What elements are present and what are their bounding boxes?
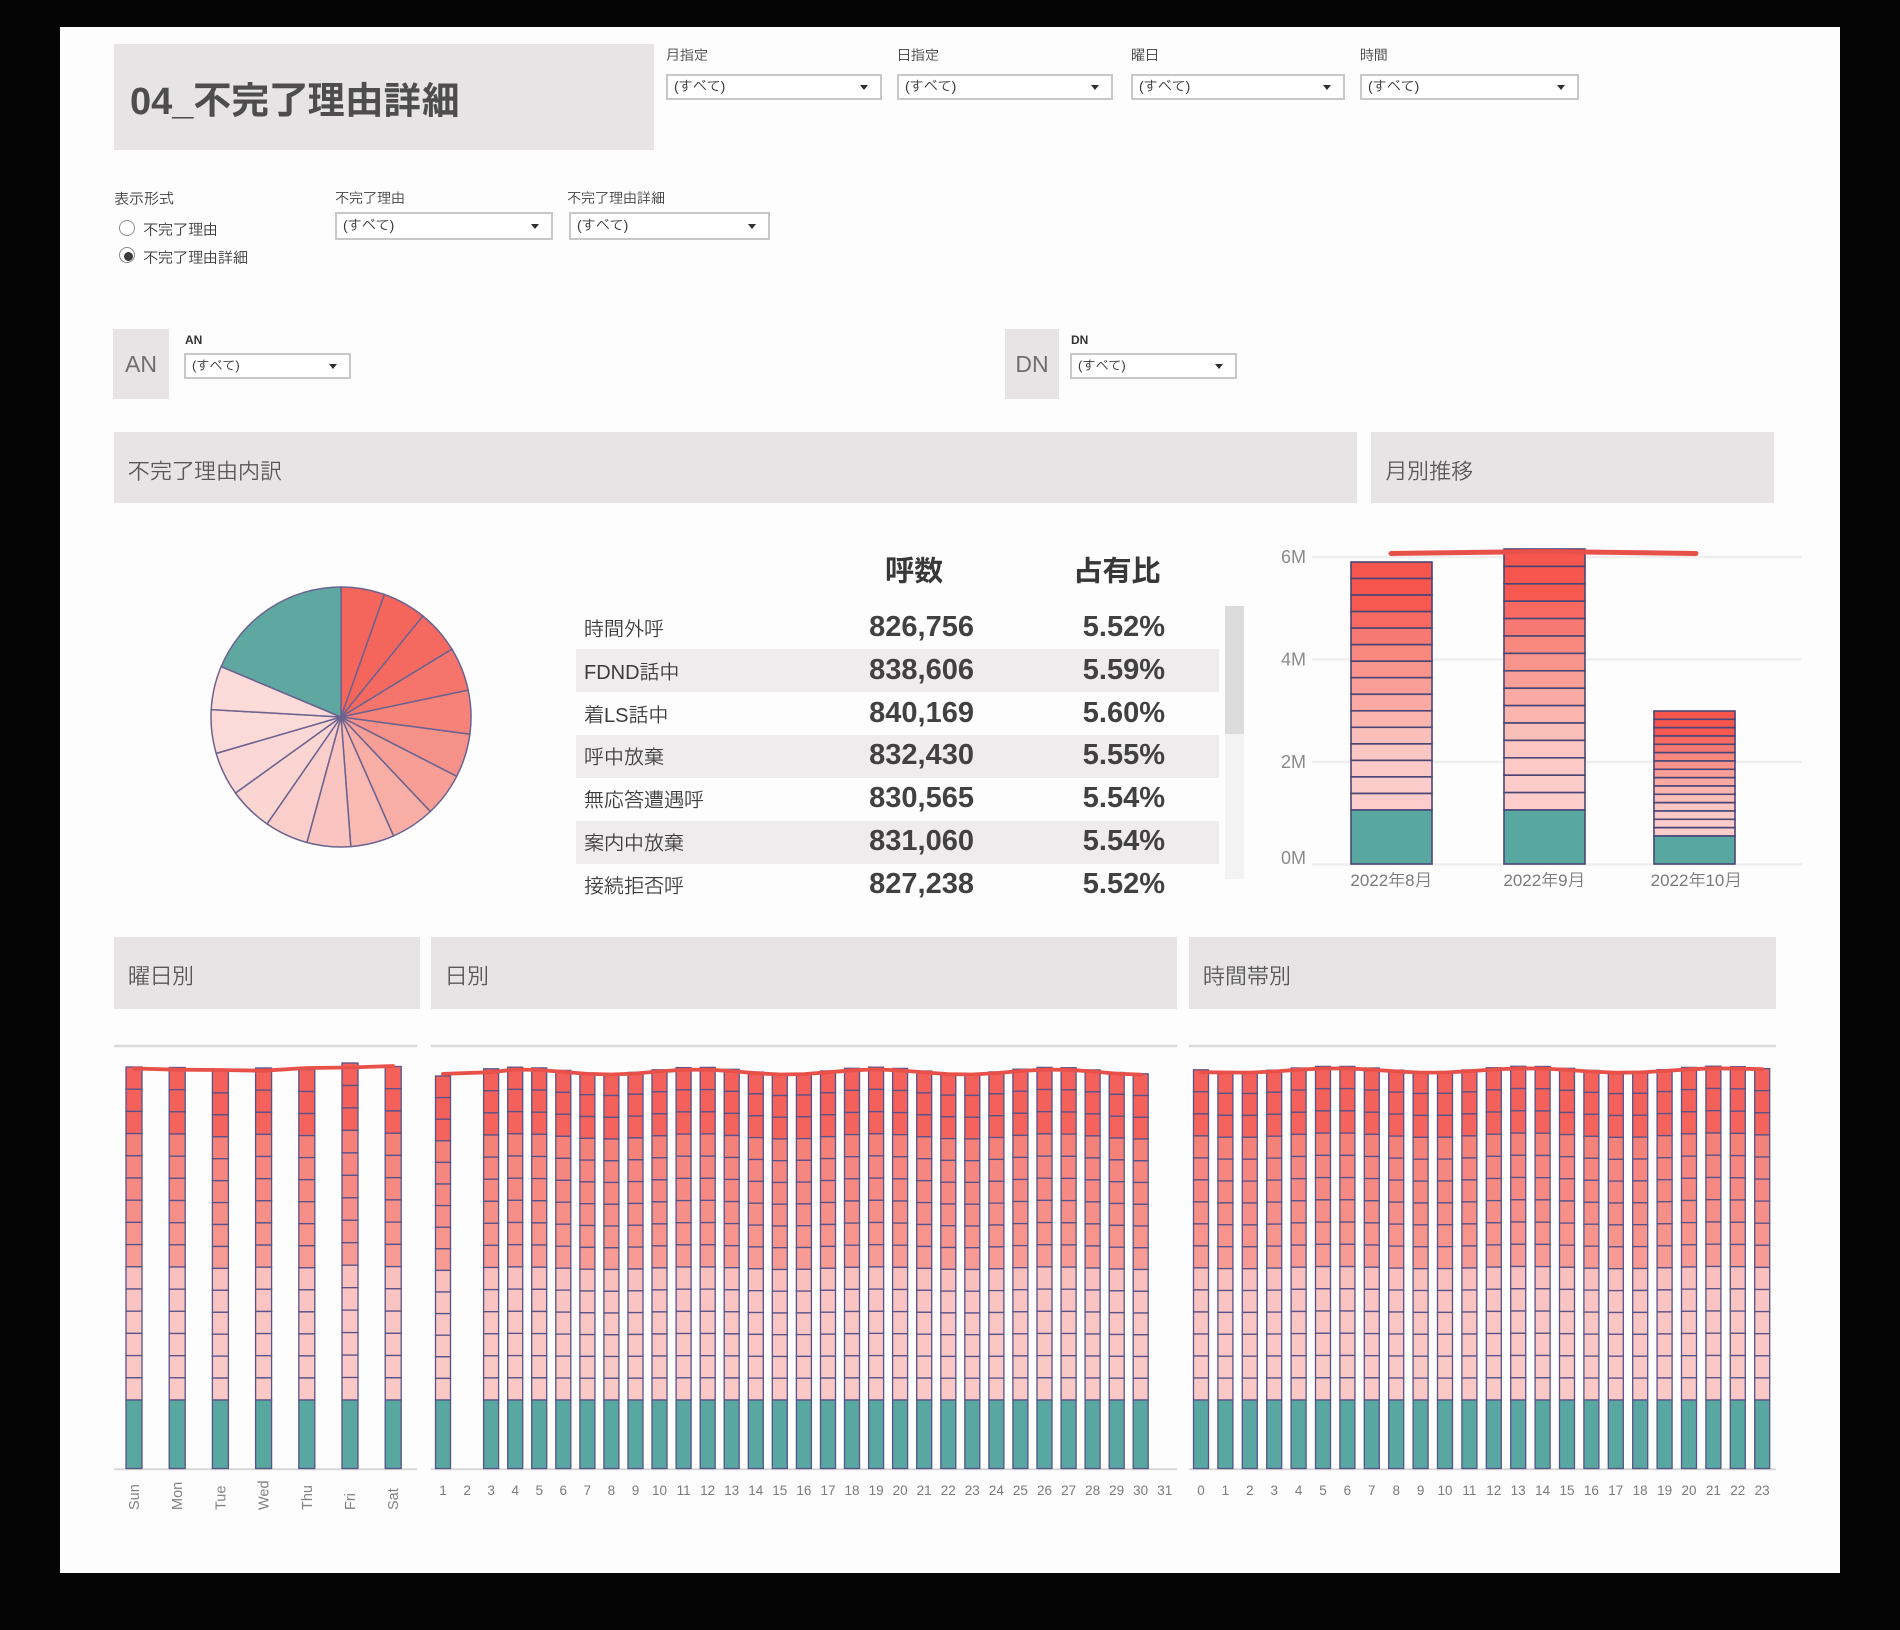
svg-text:0M: 0M bbox=[1281, 848, 1306, 868]
svg-text:4M: 4M bbox=[1281, 650, 1306, 670]
svg-text:29: 29 bbox=[1109, 1483, 1124, 1498]
svg-text:23: 23 bbox=[1755, 1483, 1770, 1498]
svg-text:6: 6 bbox=[1344, 1483, 1352, 1498]
svg-text:16: 16 bbox=[1584, 1483, 1599, 1498]
svg-text:14: 14 bbox=[1535, 1483, 1551, 1498]
svg-text:10: 10 bbox=[652, 1483, 667, 1498]
svg-text:17: 17 bbox=[820, 1483, 835, 1498]
svg-text:5: 5 bbox=[1319, 1483, 1327, 1498]
svg-text:15: 15 bbox=[1559, 1483, 1574, 1498]
svg-text:2022年8月: 2022年8月 bbox=[1350, 871, 1431, 890]
svg-text:16: 16 bbox=[796, 1483, 811, 1498]
svg-text:8: 8 bbox=[1392, 1483, 1400, 1498]
svg-text:24: 24 bbox=[989, 1483, 1005, 1498]
svg-text:2: 2 bbox=[463, 1483, 471, 1498]
svg-text:2: 2 bbox=[1246, 1483, 1254, 1498]
svg-text:19: 19 bbox=[1657, 1483, 1672, 1498]
svg-text:20: 20 bbox=[1681, 1483, 1696, 1498]
svg-text:11: 11 bbox=[1462, 1483, 1476, 1498]
svg-text:9: 9 bbox=[632, 1483, 640, 1498]
svg-text:1: 1 bbox=[1222, 1483, 1230, 1498]
svg-text:6M: 6M bbox=[1281, 547, 1306, 567]
svg-text:Sun: Sun bbox=[127, 1484, 143, 1510]
svg-text:28: 28 bbox=[1085, 1483, 1100, 1498]
svg-text:23: 23 bbox=[965, 1483, 980, 1498]
svg-text:18: 18 bbox=[844, 1483, 859, 1498]
svg-text:11: 11 bbox=[677, 1483, 691, 1498]
svg-text:30: 30 bbox=[1133, 1483, 1148, 1498]
svg-text:4: 4 bbox=[511, 1483, 519, 1498]
svg-text:17: 17 bbox=[1608, 1483, 1623, 1498]
svg-text:12: 12 bbox=[1486, 1483, 1501, 1498]
svg-text:19: 19 bbox=[869, 1483, 884, 1498]
svg-text:13: 13 bbox=[1511, 1483, 1526, 1498]
svg-text:2M: 2M bbox=[1281, 752, 1306, 772]
svg-text:8: 8 bbox=[608, 1483, 616, 1498]
svg-text:13: 13 bbox=[724, 1483, 739, 1498]
svg-text:6: 6 bbox=[560, 1483, 568, 1498]
svg-text:Mon: Mon bbox=[170, 1482, 186, 1510]
svg-text:21: 21 bbox=[1706, 1483, 1721, 1498]
svg-text:22: 22 bbox=[1730, 1483, 1745, 1498]
svg-text:Tue: Tue bbox=[213, 1486, 229, 1510]
svg-text:20: 20 bbox=[893, 1483, 908, 1498]
svg-text:21: 21 bbox=[917, 1483, 932, 1498]
svg-text:4: 4 bbox=[1295, 1483, 1303, 1498]
svg-text:10: 10 bbox=[1437, 1483, 1452, 1498]
svg-text:0: 0 bbox=[1197, 1483, 1205, 1498]
svg-text:22: 22 bbox=[941, 1483, 956, 1498]
svg-text:2022年9月: 2022年9月 bbox=[1503, 871, 1584, 890]
svg-text:31: 31 bbox=[1157, 1483, 1172, 1498]
svg-text:5: 5 bbox=[535, 1483, 543, 1498]
svg-text:Wed: Wed bbox=[257, 1480, 273, 1510]
svg-text:27: 27 bbox=[1061, 1483, 1076, 1498]
svg-text:18: 18 bbox=[1633, 1483, 1648, 1498]
svg-text:26: 26 bbox=[1037, 1483, 1052, 1498]
svg-text:3: 3 bbox=[487, 1483, 495, 1498]
svg-text:3: 3 bbox=[1270, 1483, 1278, 1498]
svg-text:12: 12 bbox=[700, 1483, 715, 1498]
svg-text:Fri: Fri bbox=[343, 1493, 359, 1510]
svg-text:Thu: Thu bbox=[300, 1485, 316, 1510]
svg-text:Sat: Sat bbox=[386, 1488, 402, 1510]
svg-text:1: 1 bbox=[439, 1483, 447, 1498]
svg-text:25: 25 bbox=[1013, 1483, 1028, 1498]
svg-text:2022年10月: 2022年10月 bbox=[1651, 871, 1742, 890]
svg-text:15: 15 bbox=[772, 1483, 787, 1498]
svg-text:7: 7 bbox=[584, 1483, 592, 1498]
svg-text:7: 7 bbox=[1368, 1483, 1376, 1498]
svg-text:14: 14 bbox=[748, 1483, 764, 1498]
svg-text:9: 9 bbox=[1417, 1483, 1425, 1498]
